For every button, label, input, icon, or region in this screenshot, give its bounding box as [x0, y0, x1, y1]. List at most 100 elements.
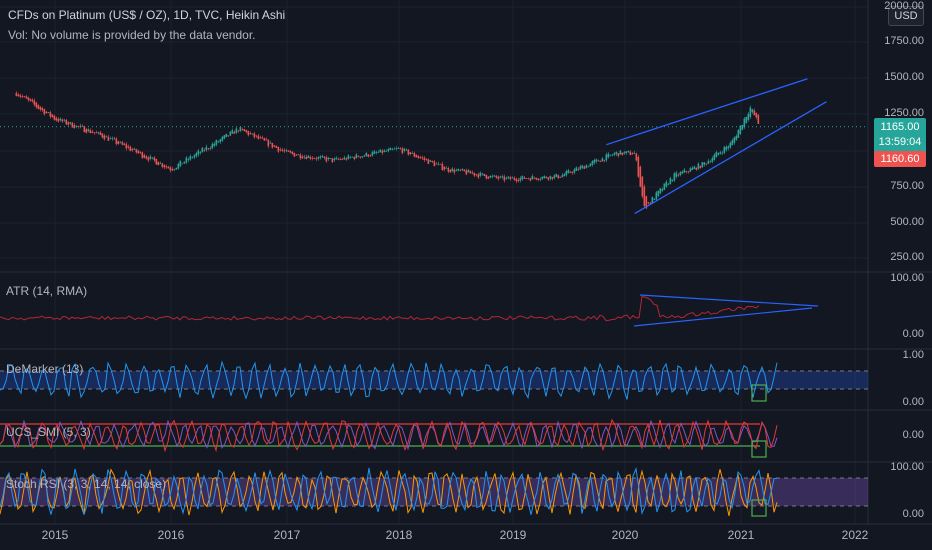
candle-body — [155, 158, 158, 165]
candle-body — [125, 144, 128, 149]
candle-body — [695, 167, 698, 170]
candle-body — [631, 153, 634, 155]
candle-body — [111, 138, 114, 140]
candle-body — [535, 177, 538, 180]
candle-body — [345, 158, 348, 160]
candle-body — [85, 129, 88, 133]
candle-body — [359, 156, 362, 158]
candle-body — [501, 176, 504, 178]
candle-body — [441, 163, 444, 170]
candle-body — [647, 202, 650, 204]
candle-body — [439, 163, 442, 165]
candle-body — [51, 114, 54, 118]
candle-body — [67, 122, 70, 125]
candle-body — [337, 158, 340, 160]
currency-button[interactable]: USD — [888, 6, 924, 26]
price-tick: 2000.00 — [884, 0, 924, 12]
candle-body — [577, 169, 580, 170]
candle-body — [537, 178, 540, 180]
candle-body — [663, 183, 666, 190]
candle-body — [491, 175, 494, 177]
candle-body — [739, 125, 742, 134]
candle-body — [391, 148, 394, 150]
candle-body — [261, 137, 264, 139]
candle-body — [313, 158, 316, 160]
candle-body — [543, 175, 546, 178]
candle-body — [405, 149, 408, 151]
candle-body — [549, 175, 552, 179]
candle-body — [703, 162, 706, 165]
candle-body — [309, 156, 312, 159]
stochrsi-label[interactable]: Stoch RSI (3, 3, 14, 14, close) — [6, 477, 167, 491]
candle-body — [211, 143, 214, 149]
candle-body — [193, 155, 196, 158]
candle-body — [221, 136, 224, 141]
candle-body — [39, 106, 42, 110]
candle-body — [195, 153, 198, 157]
candle-body — [619, 150, 622, 155]
candle-body — [157, 161, 160, 166]
candle-body — [649, 202, 652, 204]
last-price: 1165.00 — [880, 121, 920, 133]
candle-body — [137, 150, 140, 154]
smi-label[interactable]: UCS_SMI (5, 3) — [6, 425, 91, 439]
candle-body — [123, 143, 126, 146]
candle-body — [279, 149, 282, 151]
candle-body — [675, 172, 678, 177]
candle-body — [519, 177, 522, 181]
candle-body — [287, 150, 290, 152]
candle-body — [605, 154, 608, 161]
candle-body — [643, 186, 646, 206]
candle-body — [131, 148, 134, 151]
candle-body — [481, 173, 484, 175]
candle-body — [425, 158, 428, 160]
candle-body — [247, 131, 250, 136]
volume-note: Vol: No volume is provided by the data v… — [8, 28, 256, 42]
candle-body — [347, 155, 350, 160]
candle-body — [717, 152, 720, 155]
candle-body — [403, 148, 406, 151]
candle-body — [253, 133, 256, 138]
candle-body — [15, 93, 18, 96]
candle-body — [365, 152, 368, 157]
candle-body — [507, 176, 510, 179]
candle-body — [315, 158, 318, 160]
candle-body — [97, 132, 100, 133]
candle-body — [311, 157, 314, 159]
candle-body — [107, 136, 110, 141]
candle-body — [235, 128, 238, 133]
candle-body — [331, 158, 334, 163]
candle-body — [459, 169, 462, 171]
candle-body — [585, 165, 588, 168]
smi-line — [0, 418, 778, 453]
stochrsi-k-line — [0, 466, 778, 515]
candle-body — [689, 168, 692, 172]
year-tick: 2021 — [727, 528, 755, 542]
candle-body — [413, 153, 416, 157]
atr-tick: 100.00 — [890, 272, 924, 284]
candle-body — [101, 133, 104, 138]
demarker-label[interactable]: DeMarker (13) — [6, 362, 84, 376]
candle-body — [165, 166, 168, 168]
year-tick: 2017 — [273, 528, 301, 542]
candle-body — [443, 166, 446, 170]
candle-body — [143, 155, 146, 158]
candle-body — [197, 150, 200, 155]
upper-trendline — [606, 78, 808, 146]
candle-body — [737, 130, 740, 138]
candle-body — [119, 142, 122, 143]
candle-body — [27, 97, 30, 101]
demarker-band — [0, 371, 868, 389]
candle-body — [523, 177, 526, 179]
candle-body — [37, 104, 40, 109]
price-tick: 750.00 — [890, 180, 924, 192]
candle-body — [277, 146, 280, 152]
candle-body — [421, 157, 424, 159]
candle-body — [227, 135, 230, 137]
candle-body — [269, 142, 272, 144]
candle-body — [319, 156, 322, 158]
candle-body — [503, 176, 506, 181]
atr-label[interactable]: ATR (14, RMA) — [6, 284, 88, 298]
